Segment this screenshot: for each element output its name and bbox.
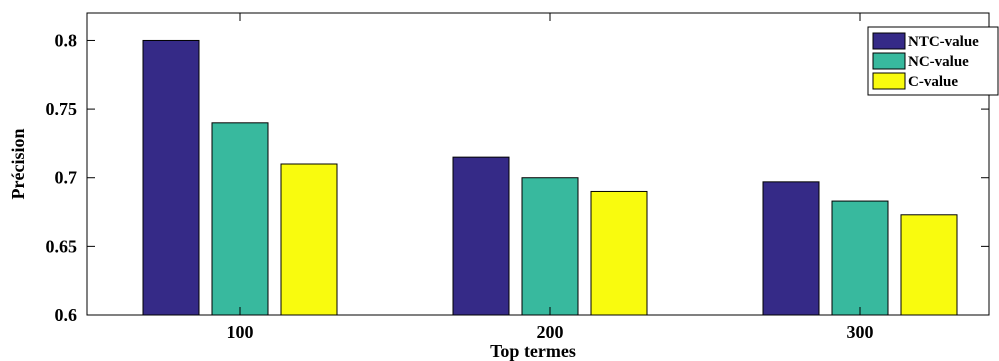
legend-label-nc-value: NC-value	[908, 54, 969, 70]
bar-ntc-value-200	[452, 156, 510, 316]
bar-c-value-100	[280, 163, 338, 316]
bars-group	[142, 39, 958, 316]
legend-swatch-nc-value	[872, 52, 906, 70]
legend-swatch-c-value	[872, 72, 906, 90]
y-axis-label: Précision	[8, 129, 28, 200]
bar-nc-value-200	[521, 177, 579, 316]
legend-label-ntc-value: NTC-value	[908, 34, 979, 50]
legend-swatch-ntc-value	[872, 32, 906, 50]
legend-label-c-value: C-value	[908, 74, 958, 90]
bar-nc-value-300	[831, 200, 889, 316]
y-tick-label: 0.8	[55, 30, 78, 50]
bar-ntc-value-100	[142, 39, 200, 316]
bar-nc-value-100	[211, 122, 269, 316]
axes-box	[86, 12, 990, 316]
y-tick-label: 0.6	[55, 305, 78, 325]
y-tick-label: 0.75	[46, 99, 78, 119]
y-ticks: 0.6 0.65 0.7 0.75 0.8	[46, 30, 989, 325]
bar-c-value-300	[900, 214, 958, 316]
x-ticks: 100 200 300	[227, 13, 874, 342]
x-tick-label: 200	[537, 322, 564, 342]
x-axis-label: Top termes	[490, 341, 576, 361]
legend: NTC-value NC-value C-value	[867, 26, 999, 96]
bar-c-value-200	[590, 190, 648, 316]
y-tick-label: 0.65	[46, 236, 78, 256]
y-tick-label: 0.7	[55, 168, 78, 188]
x-tick-label: 300	[847, 322, 874, 342]
bar-ntc-value-300	[762, 181, 820, 316]
x-tick-label: 100	[227, 322, 254, 342]
